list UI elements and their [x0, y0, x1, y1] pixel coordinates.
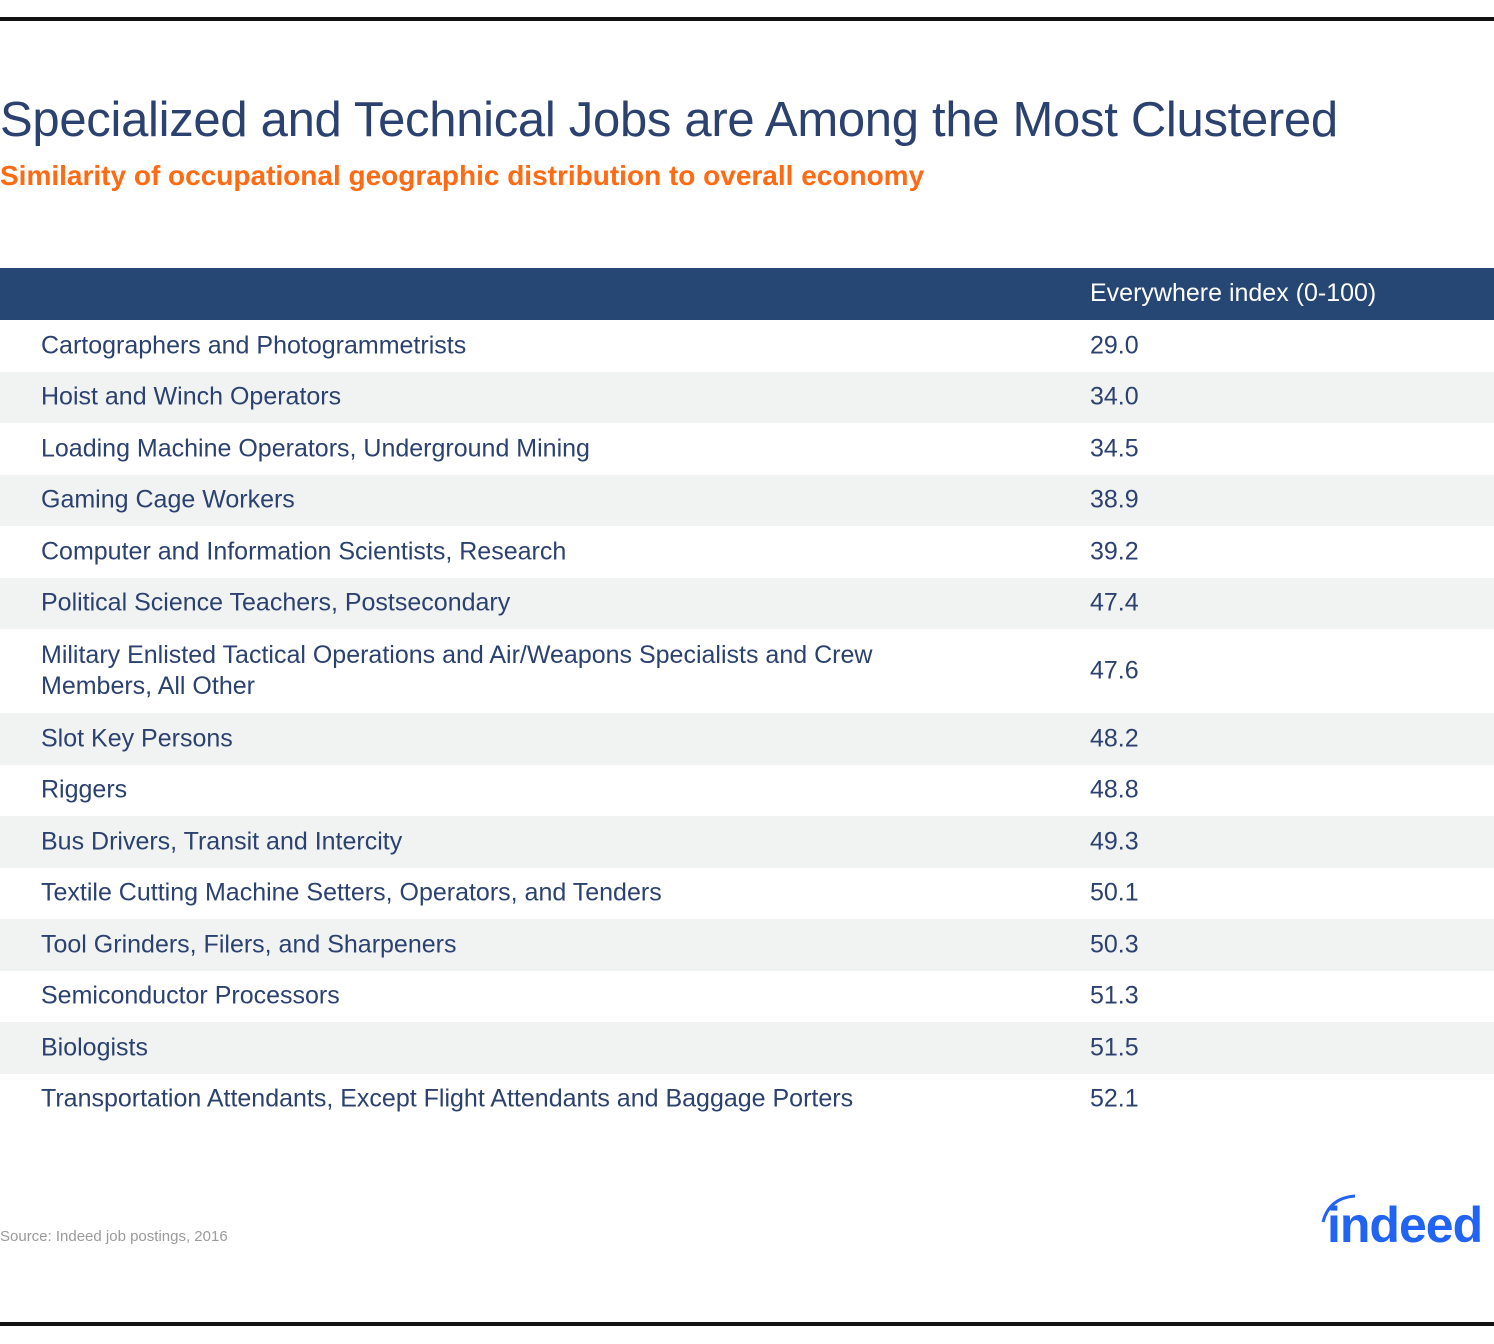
occupation-cell: Biologists	[41, 1033, 148, 1062]
occupation-cell: Riggers	[41, 775, 128, 804]
occupation-cell: Gaming Cage Workers	[41, 485, 295, 514]
chart-title: Specialized and Technical Jobs are Among…	[0, 93, 1338, 147]
bottom-rule	[0, 1322, 1494, 1326]
occupation-cell: Tool Grinders, Filers, and Sharpeners	[41, 930, 457, 959]
table-row: Cartographers and Photogrammetrists 29.0	[0, 320, 1494, 372]
index-value-cell: 38.9	[1090, 485, 1139, 514]
index-value-cell: 51.5	[1090, 1033, 1139, 1062]
index-value-cell: 47.6	[1090, 656, 1139, 685]
table-row: Computer and Information Scientists, Res…	[0, 526, 1494, 578]
occupation-cell: Hoist and Winch Operators	[41, 382, 342, 411]
occupation-cell: Computer and Information Scientists, Res…	[41, 537, 567, 566]
occupation-cell: Transportation Attendants, Except Flight…	[41, 1084, 854, 1113]
index-value-cell: 48.2	[1090, 724, 1139, 753]
table-body: Cartographers and Photogrammetrists 29.0 H…	[0, 320, 1494, 1125]
table-row: Biologists 51.5	[0, 1022, 1494, 1074]
index-value-cell: 34.0	[1090, 382, 1139, 411]
index-value-cell: 48.8	[1090, 775, 1139, 804]
table-row: Loading Machine Operators, Underground M…	[0, 423, 1494, 475]
top-rule	[0, 17, 1494, 21]
index-value-cell: 47.4	[1090, 588, 1139, 617]
table-row: Transportation Attendants, Except Flight…	[0, 1074, 1494, 1126]
index-value-cell: 39.2	[1090, 537, 1139, 566]
occupation-cell: Political Science Teachers, Postsecondar…	[41, 588, 511, 617]
table-row: Semiconductor Processors 51.3	[0, 971, 1494, 1023]
table-row: Slot Key Persons 48.2	[0, 713, 1494, 765]
table-row: Military Enlisted Tactical Operations an…	[0, 629, 1494, 713]
occupation-cell: Military Enlisted Tactical Operations an…	[41, 641, 873, 700]
index-value-cell: 50.1	[1090, 878, 1139, 907]
table-row: Political Science Teachers, Postsecondar…	[0, 577, 1494, 629]
table-row: Tool Grinders, Filers, and Sharpeners 50.…	[0, 919, 1494, 971]
table-row: Gaming Cage Workers 38.9	[0, 474, 1494, 526]
index-value-cell: 52.1	[1090, 1084, 1139, 1113]
svg-text:indeed: indeed	[1327, 1197, 1482, 1252]
data-table: Everywhere index (0-100) Cartographers a…	[0, 268, 1494, 1125]
table-row: Riggers 48.8	[0, 765, 1494, 817]
column-header-index: Everywhere index (0-100)	[1090, 279, 1377, 307]
table-row: Textile Cutting Machine Setters, Operato…	[0, 868, 1494, 920]
table-row: Hoist and Winch Operators 34.0	[0, 371, 1494, 423]
source-note: Source: Indeed job postings, 2016	[0, 1228, 228, 1245]
occupation-cell: Textile Cutting Machine Setters, Operato…	[41, 878, 662, 907]
chart-subtitle: Similarity of occupational geographic di…	[0, 160, 925, 191]
occupation-cell: Semiconductor Processors	[41, 981, 340, 1010]
occupation-cell: Bus Drivers, Transit and Intercity	[41, 827, 403, 856]
occupation-cell: Slot Key Persons	[41, 724, 233, 753]
table-header: Everywhere index (0-100)	[0, 268, 1494, 320]
index-value-cell: 50.3	[1090, 930, 1139, 959]
index-value-cell: 49.3	[1090, 827, 1139, 856]
index-value-cell: 34.5	[1090, 434, 1139, 463]
occupation-cell: Cartographers and Photogrammetrists	[41, 331, 467, 360]
occupation-cell: Loading Machine Operators, Underground M…	[41, 434, 590, 463]
index-value-cell: 51.3	[1090, 981, 1139, 1010]
table-row: Bus Drivers, Transit and Intercity 49.3	[0, 816, 1494, 868]
index-value-cell: 29.0	[1090, 331, 1139, 360]
indeed-logo: indeed	[1319, 1192, 1494, 1257]
